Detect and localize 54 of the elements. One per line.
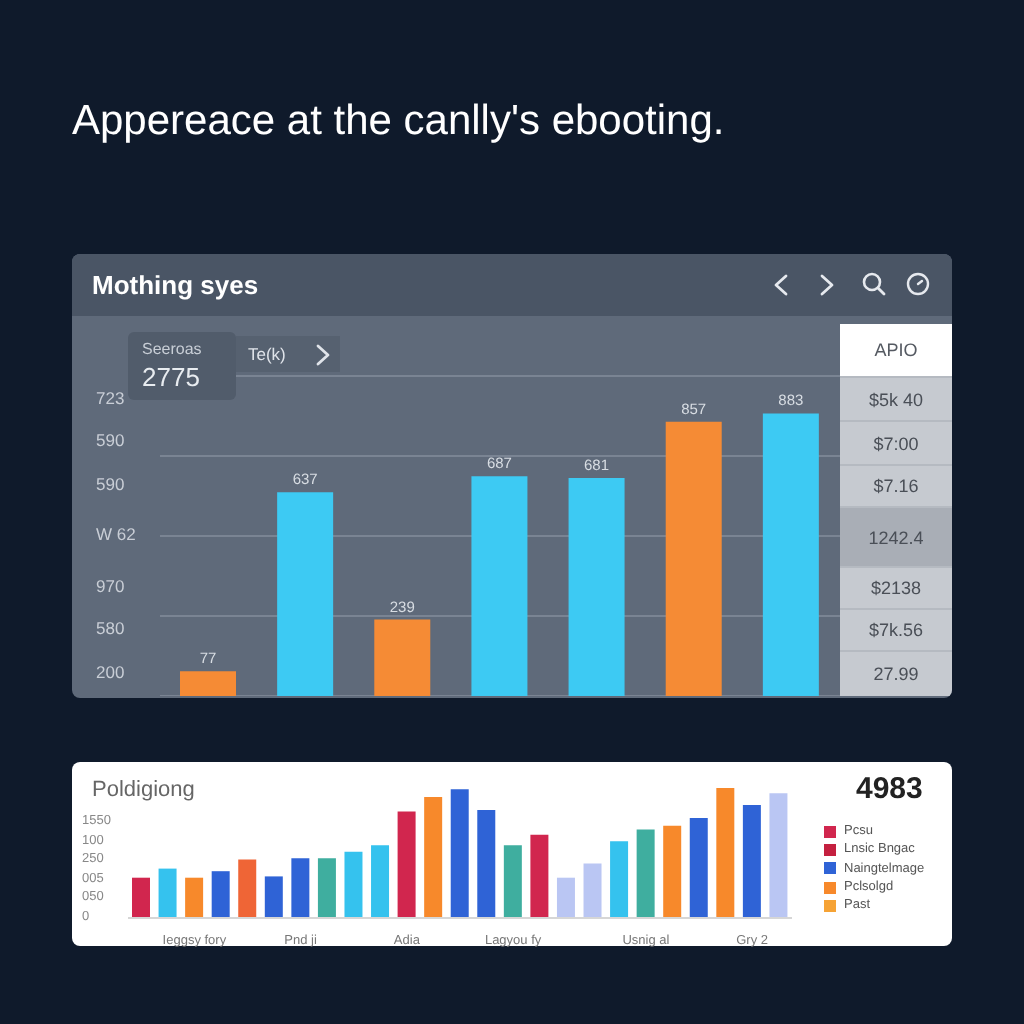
bar: [568, 478, 625, 696]
text: Te(k): [248, 344, 286, 364]
bar: [716, 788, 735, 918]
bar: [663, 825, 682, 918]
text: 1242.4: [840, 506, 952, 566]
text: Seeroas: [142, 340, 202, 358]
bar: [762, 413, 819, 696]
bar: [132, 877, 150, 918]
text: 970: [96, 575, 125, 597]
text: 723: [96, 387, 125, 409]
bar: [238, 859, 257, 918]
bar: [477, 810, 496, 918]
text: 200: [96, 661, 125, 683]
text: $7.16: [840, 464, 952, 506]
text: 580: [96, 617, 125, 639]
chart-subtitle: Mothing syes: [92, 270, 259, 300]
bar: [471, 476, 528, 696]
bar: [211, 871, 230, 918]
text: 27.99: [840, 650, 952, 696]
text: 590: [96, 473, 125, 495]
bar: [158, 868, 177, 918]
text: 590: [96, 429, 125, 451]
bar: [742, 804, 761, 918]
bar: [450, 789, 469, 918]
bar: [317, 858, 336, 918]
bar: [689, 817, 708, 918]
bar: [503, 845, 522, 918]
bar: [180, 671, 236, 696]
text: W 62: [96, 523, 136, 545]
text: 4983: [856, 772, 923, 806]
bar: [374, 619, 431, 696]
bar: [291, 858, 310, 918]
bar: [264, 876, 283, 918]
bar: [610, 841, 629, 918]
bar: [769, 793, 788, 918]
bar: [424, 797, 443, 918]
bar: [185, 877, 204, 918]
text: $5k 40: [840, 376, 952, 420]
bar: [556, 877, 575, 918]
bar: [583, 863, 602, 918]
text: 2775: [142, 362, 200, 392]
bar: [530, 834, 549, 918]
bar: [397, 811, 416, 918]
bar: [371, 845, 390, 918]
text: $7:00: [840, 420, 952, 464]
bar: [277, 492, 334, 696]
chart-title: Appereace at the canlly's ebooting.: [72, 98, 725, 146]
chart-title: Poldigiong: [92, 778, 195, 802]
text: APIO: [840, 324, 952, 376]
bar: [344, 851, 363, 918]
text: $7k.56: [840, 608, 952, 650]
bar: [636, 829, 655, 918]
text: $2138: [840, 566, 952, 608]
bar: [665, 421, 722, 696]
